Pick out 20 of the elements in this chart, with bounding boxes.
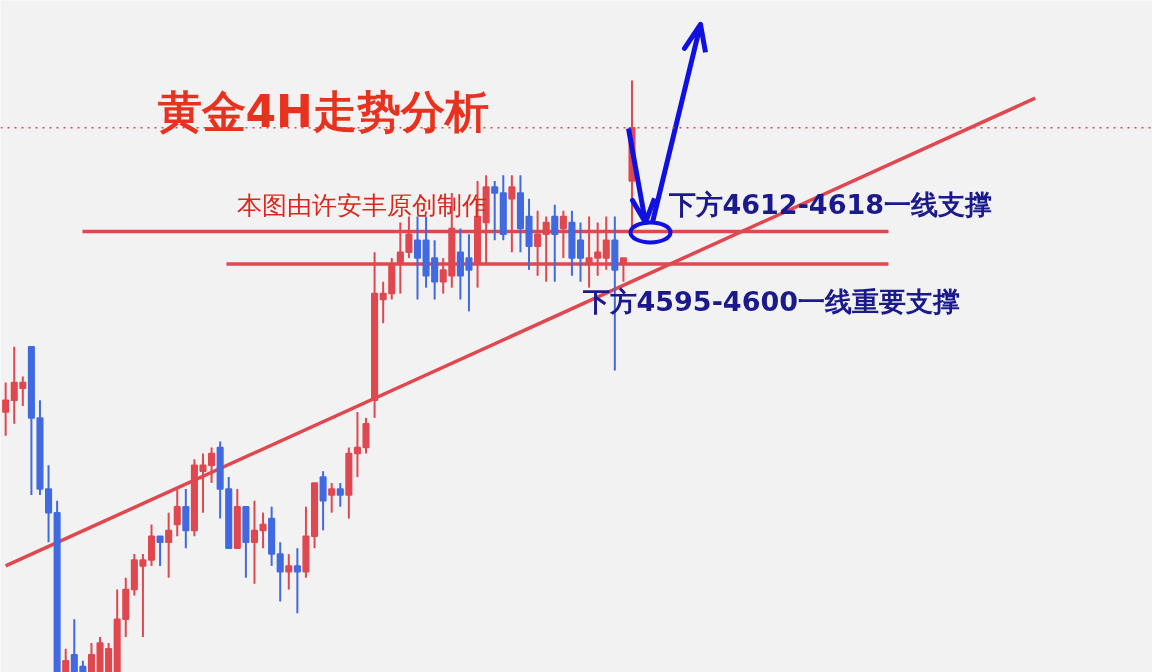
candlestick <box>173 487 181 538</box>
candlestick <box>276 541 284 603</box>
candlestick <box>156 535 164 567</box>
candlestick <box>551 203 559 283</box>
candlestick <box>293 547 301 615</box>
candlestick <box>328 482 336 514</box>
candlestick <box>319 470 327 532</box>
candlestick <box>285 553 293 591</box>
candlestick <box>2 381 10 437</box>
candlestick <box>62 647 70 672</box>
candlestick <box>182 487 190 550</box>
candlestick <box>250 499 259 585</box>
candlestick <box>336 482 344 508</box>
candlestick <box>413 215 422 301</box>
candlestick <box>165 511 173 579</box>
candlestick <box>576 221 585 283</box>
candlestick <box>147 523 156 567</box>
candlestick <box>259 511 267 550</box>
candlestick <box>491 180 499 242</box>
chart-title: 黄金4H走势分析 <box>157 85 489 137</box>
